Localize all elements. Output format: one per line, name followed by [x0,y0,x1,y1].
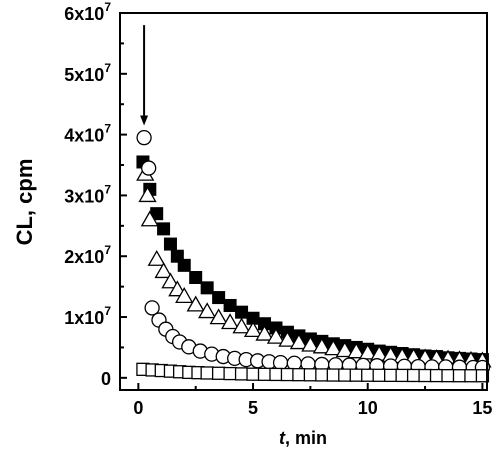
data-point-open-square [395,368,409,383]
data-point-open-square [349,368,363,382]
y-tick-exponent: 7 [104,243,111,257]
y-tick-exponent: 7 [104,182,111,196]
data-point-open-square [384,368,398,382]
data-point-open-triangle [232,317,251,334]
y-tick-mantissa: 4x10 [64,126,104,146]
data-point-open-triangle [140,210,159,227]
y-tick-mantissa: 1x10 [64,308,104,328]
data-point-filled-square [157,222,171,236]
data-point-open-square [418,368,432,383]
data-point-open-triangle [209,308,228,325]
y-tick-exponent: 7 [104,61,111,75]
data-point-open-circle [144,300,160,316]
data-point-open-triangle [198,302,217,319]
x-axis-label-var: t [279,428,286,448]
data-point-open-square [234,367,249,381]
y-tick-label: 4x107 [64,122,111,146]
y-tick-mantissa: 2x10 [64,247,104,267]
data-point-open-triangle [289,333,309,350]
data-point-open-triangle [301,335,320,352]
y-tick-label: 3x107 [64,182,111,206]
data-point-open-triangle [138,186,157,203]
y-axis-label: CL, cpm [12,159,37,246]
data-point-open-circle [136,130,152,146]
data-point-open-square [269,367,283,382]
arrow-head [140,115,149,126]
data-point-open-square [452,369,467,383]
data-point-open-triangle [335,341,354,358]
x-axis-label: t, min [279,428,327,448]
y-tick-exponent: 7 [104,304,111,318]
data-point-filled-square [189,271,203,285]
data-point-filled-square [212,291,226,305]
data-point-open-square [246,367,260,381]
y-tick-label: 0 [101,369,111,389]
data-point-open-square [475,369,490,383]
data-point-open-triangle [358,343,377,360]
data-point-open-triangle [278,330,297,347]
y-tick-exponent: 7 [104,0,111,14]
data-point-open-square [326,368,340,382]
y-tick-mantissa: 6x10 [64,4,104,24]
y-tick-mantissa: 5x10 [64,65,104,85]
data-point-open-triangle [186,295,205,312]
data-point-open-square [429,368,444,383]
y-tick-label: 2x107 [64,243,111,267]
data-point-open-square [223,366,237,381]
plot-frame [119,12,488,391]
data-point-open-square [361,368,375,382]
data-point-filled-square [177,258,191,272]
y-tick-exponent: 7 [104,122,111,136]
data-point-open-triangle [347,342,366,359]
data-point-open-square [257,367,272,381]
x-tick-label: 15 [472,398,492,418]
data-point-filled-square [223,298,237,312]
data-point-open-triangle [147,249,166,266]
x-tick-label: 5 [248,398,258,418]
data-marks [136,130,492,383]
data-point-filled-square [163,237,177,251]
data-point-open-square [280,367,295,382]
data-point-open-triangle [175,287,194,304]
data-point-open-triangle [312,337,331,354]
data-point-open-square [441,368,455,383]
data-point-open-triangle [255,324,274,341]
y-tick-label: 5x107 [64,61,111,85]
data-point-open-triangle [243,321,263,338]
data-point-open-square [211,366,226,380]
data-point-open-square [372,368,386,382]
data-point-open-square [303,368,318,382]
x-tick-label: 10 [358,398,378,418]
data-point-filled-square [200,281,214,295]
data-point-open-triangle [161,272,180,289]
data-point-open-triangle [220,313,240,330]
data-point-open-square [292,368,306,382]
data-point-open-circle [141,160,157,176]
data-point-open-circle [272,354,289,371]
annotation-layer [140,25,149,126]
y-tick-label: 1x107 [64,304,111,328]
y-tick-mantissa: 3x10 [64,186,104,206]
data-point-open-triangle [154,262,173,279]
x-tick-label: 0 [133,398,143,418]
y-tick-mantissa: 0 [101,369,111,389]
data-point-open-square [315,368,329,382]
data-point-open-square [200,366,214,380]
data-point-filled-square [235,305,249,319]
data-point-open-triangle [324,339,343,356]
data-point-open-square [464,369,478,383]
x-axis: 0 5 10 15 [133,383,492,418]
data-point-open-square [406,368,421,383]
data-point-open-triangle [266,327,286,344]
x-axis-label-unit: , min [285,428,327,448]
y-tick-label: 6x107 [64,0,111,24]
data-point-open-square [338,368,352,382]
